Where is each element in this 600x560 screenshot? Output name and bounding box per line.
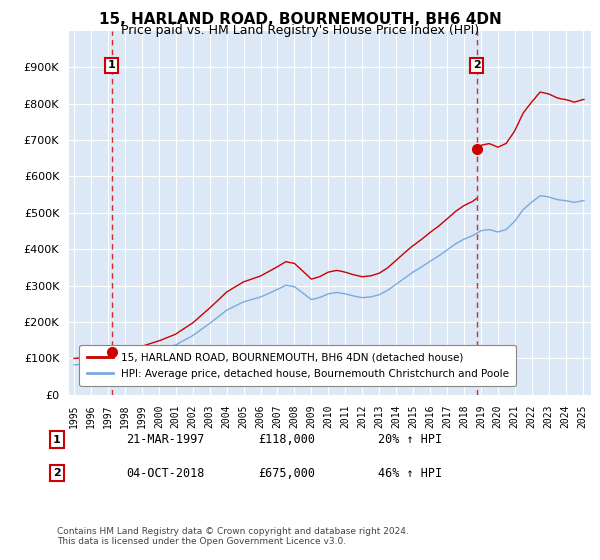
Text: 1: 1 [53, 435, 61, 445]
Text: 04-OCT-2018: 04-OCT-2018 [126, 466, 205, 480]
Text: Contains HM Land Registry data © Crown copyright and database right 2024.
This d: Contains HM Land Registry data © Crown c… [57, 526, 409, 546]
Text: 46% ↑ HPI: 46% ↑ HPI [378, 466, 442, 480]
Text: 1: 1 [107, 60, 115, 71]
Text: 21-MAR-1997: 21-MAR-1997 [126, 433, 205, 446]
Text: £118,000: £118,000 [258, 433, 315, 446]
Text: 2: 2 [473, 60, 481, 71]
Text: 20% ↑ HPI: 20% ↑ HPI [378, 433, 442, 446]
Text: £675,000: £675,000 [258, 466, 315, 480]
Text: 2: 2 [53, 468, 61, 478]
Legend: 15, HARLAND ROAD, BOURNEMOUTH, BH6 4DN (detached house), HPI: Average price, det: 15, HARLAND ROAD, BOURNEMOUTH, BH6 4DN (… [79, 345, 517, 386]
Text: Price paid vs. HM Land Registry's House Price Index (HPI): Price paid vs. HM Land Registry's House … [121, 24, 479, 37]
Text: 15, HARLAND ROAD, BOURNEMOUTH, BH6 4DN: 15, HARLAND ROAD, BOURNEMOUTH, BH6 4DN [98, 12, 502, 27]
